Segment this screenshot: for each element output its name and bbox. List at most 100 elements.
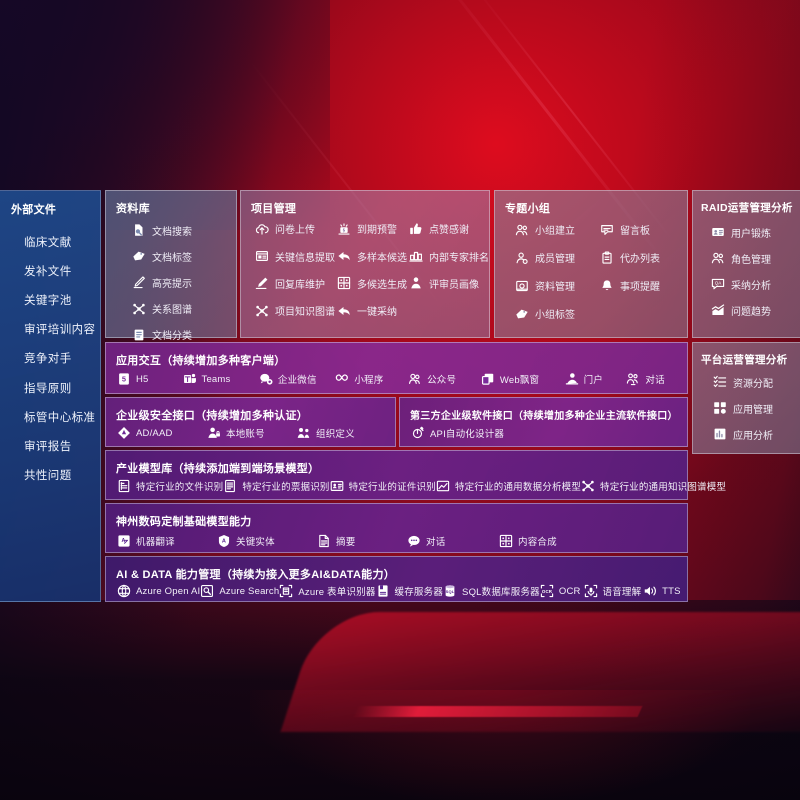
speech-understanding-icon bbox=[584, 584, 598, 598]
platform-item-app-analysis[interactable]: 应用分析 bbox=[693, 421, 800, 447]
project-item-extract-key-info[interactable]: 关键信息提取 bbox=[253, 244, 335, 267]
security-item-local-account[interactable]: 本地账号 bbox=[207, 426, 297, 440]
interaction-item-wecom[interactable]: 企业微信 bbox=[259, 372, 335, 386]
svg-text:OCR: OCR bbox=[542, 589, 553, 594]
library-item-relation-graph[interactable]: 关系图谱 bbox=[106, 296, 236, 322]
third-party-item-label: API自动化设计器 bbox=[430, 429, 505, 440]
project-item-reviewer-profile[interactable]: 评审员画像 bbox=[407, 272, 489, 295]
base-model-item-summary[interactable]: 摘要 bbox=[317, 534, 407, 548]
ai-data-item-azure-search[interactable]: Azure Search bbox=[200, 584, 279, 598]
ai-data-item-ocr[interactable]: OCR OCR bbox=[540, 584, 584, 598]
sidebar-item-review-training[interactable]: 审评培训内容 bbox=[24, 324, 96, 337]
project-item-questionnaire-upload[interactable]: 问卷上传 bbox=[253, 217, 335, 240]
project-item-thumbs-up[interactable]: 点赞感谢 bbox=[407, 217, 489, 240]
message-board-icon bbox=[600, 223, 614, 237]
ai-data-item-label: Azure Open AI bbox=[136, 585, 201, 597]
base-model-title: 神州数码定制基础模型能力 bbox=[116, 516, 252, 528]
sql-database-icon: SQL bbox=[443, 584, 457, 598]
interaction-item-dialogue[interactable]: 对话 bbox=[626, 372, 681, 386]
base-model-item-key-entity[interactable]: A 关键实体 bbox=[217, 534, 317, 548]
base-model-item-label: 摘要 bbox=[336, 537, 356, 548]
platform-item-app-manage[interactable]: 应用管理 bbox=[693, 395, 800, 421]
industry-model-item-id-recognition[interactable]: 特定行业的证件识别 bbox=[330, 479, 436, 493]
industry-model-item-label: 特定行业的通用数据分析模型 bbox=[454, 482, 582, 493]
sidebar-item-supplement-docs[interactable]: 发补文件 bbox=[24, 265, 72, 278]
interaction-item-portal[interactable]: 门户 bbox=[565, 372, 627, 386]
sidebar-item-competitors[interactable]: 竞争对手 bbox=[24, 353, 72, 366]
security-items: AD/AAD 本地账号 组织定义 bbox=[117, 426, 389, 440]
team-item-message-board[interactable]: 留言板 bbox=[598, 217, 683, 242]
raid-item-role-manage[interactable]: 角色管理 bbox=[693, 245, 800, 271]
project-item-expiry-alert[interactable]: 到期预警 bbox=[335, 217, 407, 240]
raid-item-label: 问题趋势 bbox=[731, 307, 771, 319]
document-category-icon bbox=[132, 328, 146, 342]
alarm-warning-icon bbox=[337, 222, 351, 236]
security-item-org-define[interactable]: 组织定义 bbox=[297, 426, 387, 440]
raid-item-adoption-analysis[interactable]: QA 采纳分析 bbox=[693, 271, 800, 297]
sidebar-item-keyword-pool[interactable]: 关键字池 bbox=[24, 294, 72, 307]
ai-data-item-cache-server[interactable]: 缓存服务器 bbox=[376, 584, 444, 598]
ai-data-item-azure-openai[interactable]: Azure Open AI bbox=[117, 584, 200, 598]
team-item-create-group[interactable]: 小组建立 bbox=[513, 217, 598, 242]
summary-icon bbox=[317, 534, 331, 548]
team-item-member-manage[interactable]: 成员管理 bbox=[513, 245, 598, 270]
thumbs-up-icon bbox=[409, 222, 423, 236]
team-item-group-tag[interactable]: 小组标签 bbox=[513, 301, 598, 326]
team-item-event-reminder[interactable]: 事项提醒 bbox=[598, 273, 683, 298]
industry-model-item-data-analysis[interactable]: 特定行业的通用数据分析模型 bbox=[436, 479, 581, 493]
project-item-one-click-adopt[interactable]: 一键采纳 bbox=[335, 299, 407, 322]
sidebar-item-guidelines[interactable]: 指导原则 bbox=[24, 382, 72, 395]
team-item-archive-manage[interactable]: 资料管理 bbox=[513, 273, 598, 298]
base-model-item-content-synthesis[interactable]: 内容合成 bbox=[499, 534, 599, 548]
project-item-multi-candidate-generate[interactable]: 多候选生成 bbox=[335, 272, 407, 295]
raid-item-label: 角色管理 bbox=[731, 254, 771, 266]
interaction-item-official-account[interactable]: 公众号 bbox=[408, 372, 481, 386]
html5-icon: 5 bbox=[117, 372, 131, 386]
project-grid: 问卷上传 到期预警 点赞感谢 关键信息提取 多样本候选 bbox=[253, 217, 489, 323]
library-item-doc-tag[interactable]: 文档标签 bbox=[106, 243, 236, 269]
industry-model-item-knowledge-graph[interactable]: 特定行业的通用知识图谱模型 bbox=[581, 479, 726, 493]
sidebar-item-standards-center[interactable]: 标管中心标准 bbox=[24, 411, 96, 424]
industry-model-item-file-recognition[interactable]: 特定行业的文件识别 bbox=[117, 479, 223, 493]
arrow-back-icon bbox=[337, 304, 351, 318]
base-model-item-machine-translation[interactable]: A 机器翻译 bbox=[117, 534, 217, 548]
ai-data-item-azure-form-recognizer[interactable]: Azure 表单识别器 bbox=[279, 584, 375, 598]
base-model-item-dialogue[interactable]: 对话 bbox=[407, 534, 499, 548]
platform-item-resource-allocation[interactable]: 资源分配 bbox=[693, 369, 800, 395]
sidebar-item-common-issues[interactable]: 共性问题 bbox=[24, 470, 72, 483]
raid-item-issue-trend[interactable]: 问题趋势 bbox=[693, 298, 800, 324]
arrow-back-icon bbox=[337, 249, 351, 263]
project-item-label: 关键信息提取 bbox=[275, 252, 335, 264]
interaction-item-h5[interactable]: 5 H5 bbox=[117, 372, 183, 386]
project-item-multi-sample-candidate[interactable]: 多样本候选 bbox=[335, 244, 407, 267]
security-item-ad-aad[interactable]: AD/AAD bbox=[117, 426, 207, 440]
car-edge-highlight bbox=[352, 706, 643, 717]
team-grid: 小组建立 留言板 成员管理 代办列表 资料管理 bbox=[513, 217, 683, 326]
library-item-doc-search[interactable]: 文档搜索 bbox=[106, 217, 236, 243]
team-item-todo-list[interactable]: 代办列表 bbox=[598, 245, 683, 270]
ai-data-item-sql-database[interactable]: SQL SQL数据库服务器 bbox=[443, 584, 540, 598]
project-item-reply-library[interactable]: 回复库维护 bbox=[253, 272, 335, 295]
interaction-item-web-window[interactable]: Web飘窗 bbox=[481, 372, 565, 386]
library-item-highlight[interactable]: 高亮提示 bbox=[106, 269, 236, 295]
third-party-title: 第三方企业级软件接口（持续增加多种企业主流软件接口） bbox=[410, 411, 678, 422]
project-item-expert-ranking[interactable]: 内部专家排名 bbox=[407, 244, 489, 267]
sidebar-item-clinical-literature[interactable]: 临床文献 bbox=[24, 236, 72, 249]
ocr-icon: OCR bbox=[540, 584, 554, 598]
ai-data-item-speech-understanding[interactable]: 语音理解 bbox=[584, 584, 644, 598]
library-item-doc-category[interactable]: 文档分类 bbox=[106, 322, 236, 348]
interaction-item-miniprogram[interactable]: 小程序 bbox=[335, 372, 408, 386]
industry-model-item-invoice-recognition[interactable]: 特定行业的票据识别 bbox=[223, 479, 329, 493]
data-analysis-model-icon bbox=[436, 479, 450, 493]
todo-list-icon bbox=[600, 250, 614, 265]
machine-translate-icon: A bbox=[117, 534, 131, 548]
raid-item-user-training[interactable]: 用户锻炼 bbox=[693, 219, 800, 245]
ai-data-item-tts[interactable]: TTS bbox=[643, 584, 681, 598]
project-item-label: 回复库维护 bbox=[275, 279, 325, 291]
third-party-item-api-designer[interactable]: API自动化设计器 bbox=[411, 426, 504, 440]
project-item-knowledge-graph[interactable]: 项目知识图谱 bbox=[253, 299, 335, 322]
cloud-upload-icon bbox=[255, 222, 269, 236]
interaction-item-teams[interactable]: Teams bbox=[183, 372, 259, 386]
third-party-panel: 第三方企业级软件接口（持续增加多种企业主流软件接口） API自动化设计器 bbox=[399, 397, 688, 447]
sidebar-item-review-report[interactable]: 审评报告 bbox=[24, 440, 72, 453]
